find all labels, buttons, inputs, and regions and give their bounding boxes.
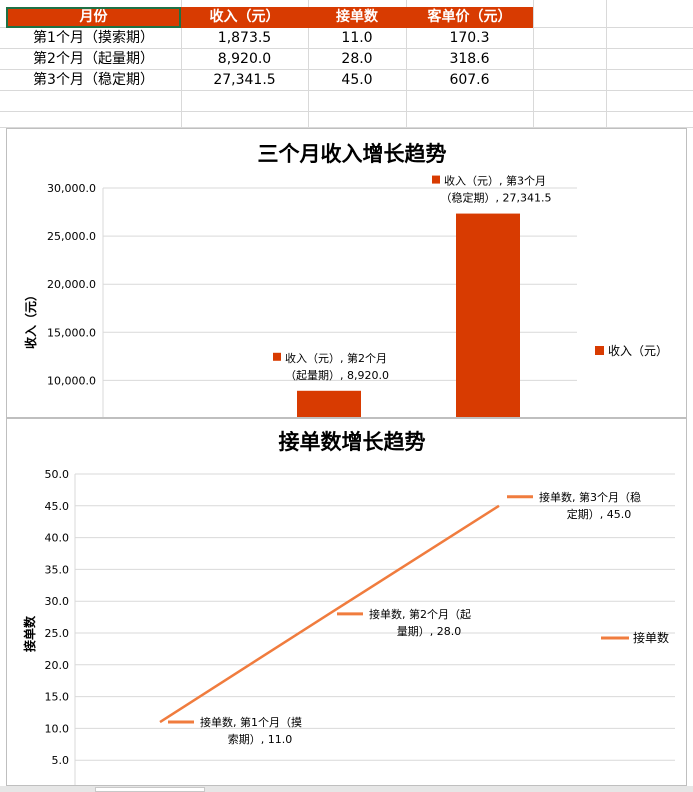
revenue-bar [297, 390, 361, 417]
table-cell[interactable]: 170.3 [449, 30, 490, 46]
revenue-y-tick-label: 30,000.0 [47, 182, 96, 195]
revenue-data-label: 收入（元）, 第3个月 [444, 174, 546, 188]
table-cell[interactable]: 8,920.0 [217, 51, 272, 67]
orders-chart-svg: 接单数增长趋势 5.0 10.0 15.0 20.0 25.0 30.0 35.0 40.0 4… [22, 430, 675, 785]
empty-row[interactable] [0, 91, 693, 112]
table-cell[interactable]: 第1个月（摸索期） [33, 30, 154, 46]
revenue-chart-ylabel: 收入（元） [23, 289, 38, 349]
revenue-data-label: （起量期）, 8,920.0 [285, 369, 389, 382]
orders-y-tick-label: 5.0 [52, 754, 70, 767]
sheet-tab-strip [0, 786, 693, 792]
horizontal-scrollbar[interactable] [95, 787, 205, 792]
revenue-y-tick-label: 25,000.0 [47, 230, 96, 243]
revenue-chart[interactable]: 三个月收入增长趋势 10,000.0 15,000.0 20,000.0 25,000… [6, 128, 687, 418]
table-cell[interactable]: 27,341.5 [213, 72, 276, 88]
table-cell[interactable]: 45.0 [341, 72, 373, 88]
empty-row[interactable] [0, 112, 693, 128]
orders-data-label: 接单数, 第3个月（稳 [539, 490, 641, 504]
orders-data-label: 接单数, 第2个月（起 [369, 607, 471, 621]
orders-y-tick-label: 15.0 [45, 691, 70, 704]
revenue-legend-label: 收入（元） [608, 344, 668, 358]
revenue-bar [456, 213, 520, 417]
orders-data-label: 接单数, 第1个月（摸 [200, 715, 302, 729]
revenue-chart-title: 三个月收入增长趋势 [258, 142, 447, 166]
orders-y-tick-label: 35.0 [45, 563, 70, 576]
revenue-data-label: （稳定期）, 27,341.5 [441, 191, 552, 205]
table-header-row: 月份 收入（元） 接单数 客单价（元） [0, 7, 693, 28]
table-cell[interactable]: 11.0 [341, 30, 373, 46]
orders-line [159, 504, 500, 724]
table-cell[interactable]: 318.6 [449, 51, 490, 67]
header-cell-month[interactable]: 月份 [6, 7, 181, 28]
revenue-chart-svg: 三个月收入增长趋势 10,000.0 15,000.0 20,000.0 25,000… [23, 142, 668, 417]
orders-data-label: 量期）, 28.0 [397, 625, 462, 638]
orders-data-label: 索期）, 11.0 [228, 732, 293, 746]
table-cell[interactable]: 第2个月（起量期） [33, 51, 154, 67]
orders-chart[interactable]: 接单数增长趋势 5.0 10.0 15.0 20.0 25.0 30.0 35.0 40.0 4… [6, 418, 687, 786]
orders-y-tick-label: 30.0 [45, 595, 70, 608]
orders-y-tick-label: 20.0 [45, 659, 70, 672]
orders-y-tick-label: 45.0 [45, 500, 70, 513]
table-cell[interactable]: 28.0 [341, 51, 373, 67]
revenue-y-tick-label: 15,000.0 [47, 326, 96, 339]
revenue-data-label: 收入（元）, 第2个月 [285, 351, 387, 365]
orders-y-tick-label: 40.0 [45, 532, 70, 545]
header-cell-orders[interactable]: 接单数 [308, 7, 406, 28]
orders-chart-ylabel: 接单数 [22, 615, 37, 652]
table-row: 第3个月（稳定期） 27,341.5 45.0 607.6 [0, 70, 693, 91]
orders-y-tick-label: 50.0 [45, 468, 70, 481]
revenue-legend-swatch [595, 346, 604, 355]
table-cell[interactable]: 第3个月（稳定期） [33, 72, 154, 88]
revenue-data-label-swatch [273, 352, 281, 361]
orders-y-tick-label: 25.0 [45, 627, 70, 640]
orders-chart-title: 接单数增长趋势 [279, 430, 426, 454]
orders-y-tick-label: 10.0 [45, 722, 70, 735]
header-cell-avg-price[interactable]: 客单价（元） [406, 7, 533, 28]
table-row: 第1个月（摸索期） 1,873.5 11.0 170.3 [0, 28, 693, 49]
revenue-y-tick-label: 20,000.0 [47, 278, 96, 291]
table-row: 第2个月（起量期） 8,920.0 28.0 318.6 [0, 49, 693, 70]
orders-legend-label: 接单数 [633, 630, 669, 645]
revenue-data-label-swatch [432, 175, 440, 184]
table-cell[interactable]: 1,873.5 [217, 30, 272, 46]
header-cell-revenue[interactable]: 收入（元） [181, 7, 308, 28]
revenue-y-tick-label: 10,000.0 [47, 374, 96, 387]
table-cell[interactable]: 607.6 [449, 72, 490, 88]
orders-data-label: 定期）, 45.0 [567, 507, 632, 521]
